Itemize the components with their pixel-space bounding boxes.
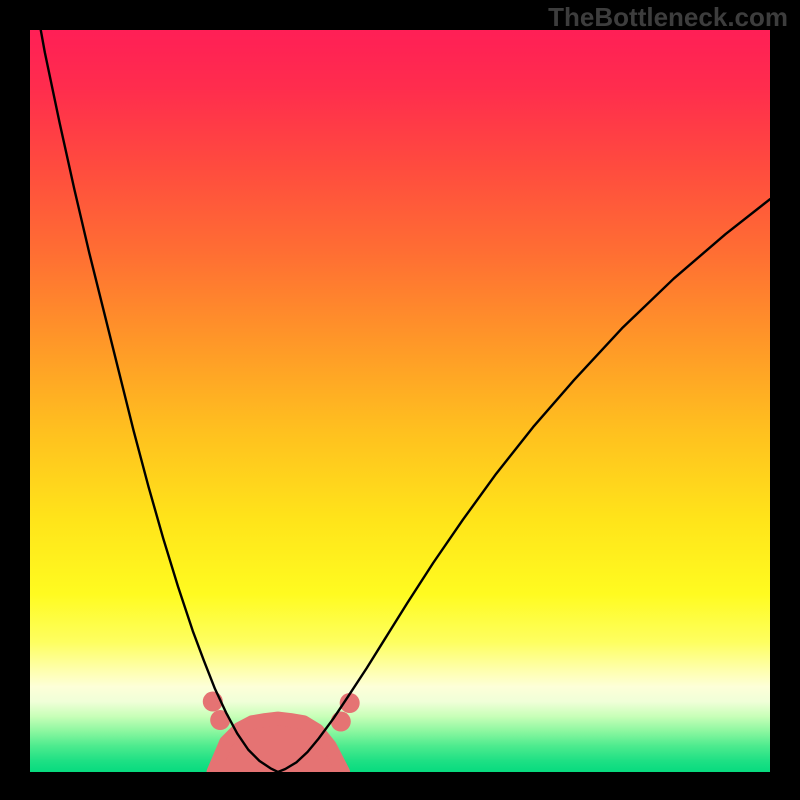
chart-svg <box>30 30 770 772</box>
chart-plot-area <box>30 30 770 772</box>
watermark-text: TheBottleneck.com <box>548 2 788 33</box>
band-endcap <box>331 712 351 732</box>
gradient-background <box>30 30 770 772</box>
